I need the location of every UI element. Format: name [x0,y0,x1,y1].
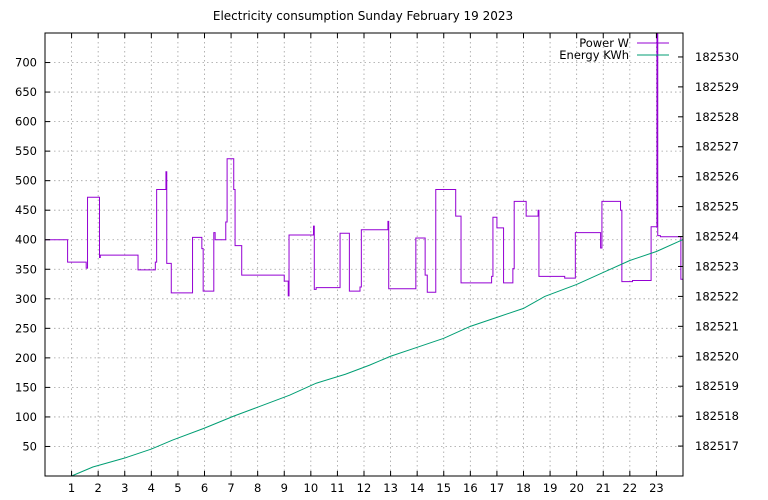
y2-tick-label: 182524 [695,230,739,244]
x-tick-label: 9 [281,481,288,495]
y-tick-label: 500 [15,174,37,188]
x-tick-label: 8 [254,481,261,495]
x-tick-label: 23 [649,481,664,495]
x-tick-label: 16 [463,481,478,495]
x-tick-label: 13 [383,481,398,495]
y2-tick-label: 182520 [695,349,739,363]
x-tick-label: 19 [543,481,558,495]
chart-title: Electricity consumption Sunday February … [213,9,513,23]
x-tick-label: 18 [516,481,531,495]
y2-tick-label: 182528 [695,110,739,124]
y2-tick-label: 182523 [695,259,739,273]
x-tick-label: 1 [68,481,75,495]
x-tick-label: 4 [148,481,155,495]
y-tick-label: 600 [15,115,37,129]
y2-tick-label: 182530 [695,50,739,64]
y2-tick-label: 182527 [695,140,739,154]
y2-tick-label: 182522 [695,289,739,303]
y-axis-labels: 50 100 150 200 250 300 350 400 450 500 550 600 650 70… [15,56,37,454]
y2-tick-label: 182521 [695,319,739,333]
legend-label-energy-kwh: Energy KWh [559,48,629,62]
x-tick-label: 3 [121,481,128,495]
x-tick-label: 7 [227,481,234,495]
y-tick-label: 550 [15,144,37,158]
grid-lines [45,33,683,476]
y-tick-label: 250 [15,321,37,335]
x-tick-label: 15 [436,481,451,495]
y-tick-label: 50 [22,439,37,453]
x-tick-label: 2 [95,481,102,495]
x-tick-label: 14 [410,481,425,495]
x-tick-label: 10 [304,481,319,495]
x-tick-label: 6 [201,481,208,495]
series-line-power-w [45,32,683,297]
y-tick-label: 150 [15,380,37,394]
legend-label-power-w: Power W [579,36,629,50]
y2-tick-label: 182519 [695,379,739,393]
x-axis-labels: 1 2 3 4 5 6 7 8 9 10 11 12 13 14 15 16 17 18 19 20 21 22 23 [68,481,664,495]
y2-tick-label: 182526 [695,170,739,184]
y-tick-label: 650 [15,85,37,99]
y-tick-label: 300 [15,292,37,306]
y-tick-label: 700 [15,56,37,70]
series-line-energy-kwh [71,239,684,477]
series-layer [45,32,684,477]
x-tick-label: 22 [623,481,638,495]
y-tick-label: 350 [15,262,37,276]
y-tick-label: 450 [15,203,37,217]
x-tick-label: 12 [357,481,372,495]
y2-tick-label: 182517 [695,439,739,453]
y2-tick-label: 182518 [695,409,739,423]
y2-axis-labels: 182517 182518 182519 182520 182521 182522 1825… [695,50,739,453]
x-tick-label: 5 [174,481,181,495]
y-tick-label: 100 [15,410,37,424]
y-tick-label: 400 [15,233,37,247]
y-tick-label: 200 [15,351,37,365]
x-tick-label: 17 [490,481,505,495]
x-tick-label: 11 [330,481,345,495]
x-tick-label: 20 [569,481,584,495]
x-tick-label: 21 [596,481,611,495]
tick-marks [45,33,683,476]
y2-tick-label: 182525 [695,200,739,214]
y2-tick-label: 182529 [695,80,739,94]
